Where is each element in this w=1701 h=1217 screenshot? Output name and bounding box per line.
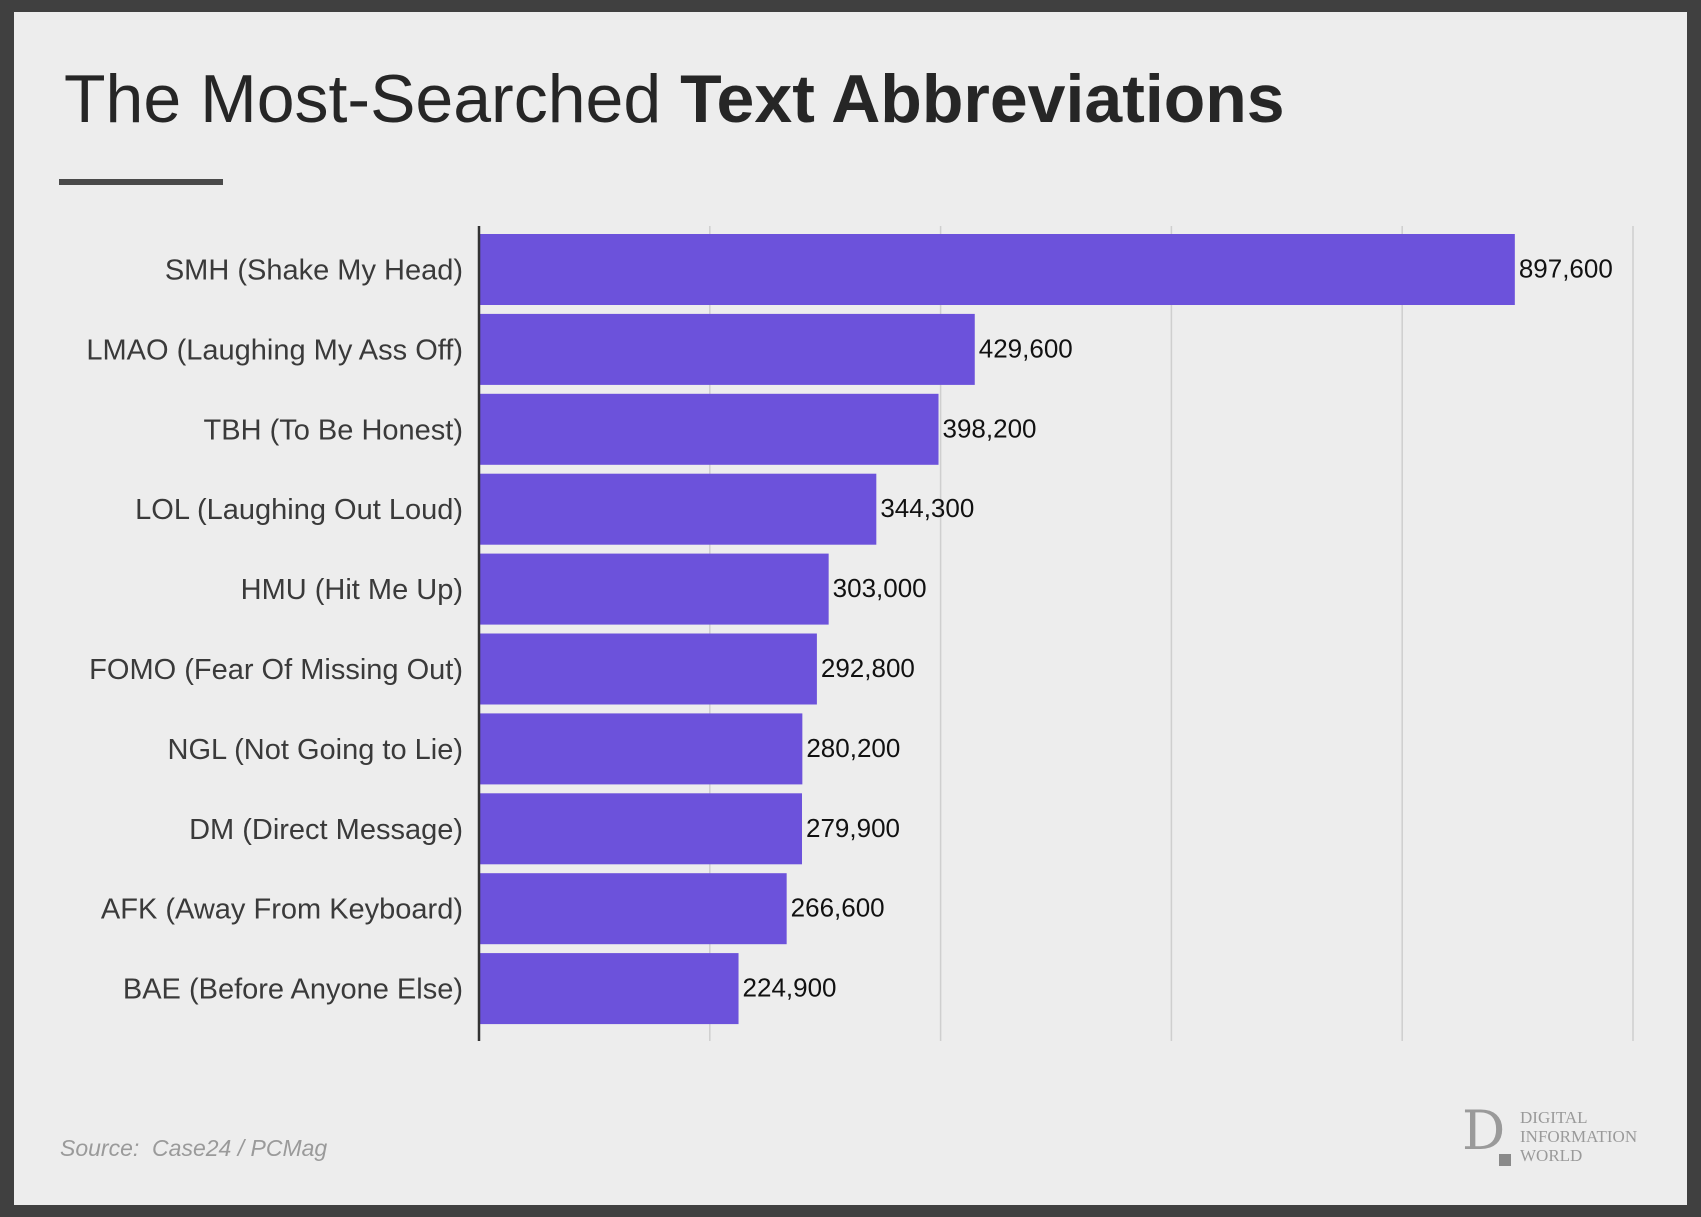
data-label: 344,300 <box>880 493 974 523</box>
bar-chart: SMH (Shake My Head) 897,600 LMAO (Laughing… <box>86 226 1634 1041</box>
category-label: HMU (Hit Me Up) <box>241 574 463 606</box>
category-label: LMAO (Laughing My Ass Off) <box>86 334 463 366</box>
category-label: NGL (Not Going to Lie) <box>168 734 464 766</box>
bar <box>479 313 975 385</box>
category-label: BAE (Before Anyone Else) <box>123 974 463 1006</box>
logo-line-2: INFORMATION <box>1520 1127 1638 1146</box>
data-label: 398,200 <box>943 413 1037 443</box>
bar <box>479 793 803 865</box>
logo-wordmark: DIGITAL INFORMATION WORLD <box>1520 1108 1637 1165</box>
bar <box>479 393 939 465</box>
bar <box>479 473 877 545</box>
source-note: Source: Case24 / PCMag <box>60 1135 328 1161</box>
logo-square-icon <box>1499 1154 1511 1166</box>
chart-title: The Most-Searched Text Abbreviations <box>64 60 1285 138</box>
category-label: LOL (Laughing Out Loud) <box>135 494 463 526</box>
bar <box>479 873 787 945</box>
data-label: 279,900 <box>806 813 900 843</box>
data-label: 224,900 <box>743 973 837 1003</box>
chart-title-bold: Text Abbreviations <box>680 61 1285 137</box>
data-label: 429,600 <box>979 333 1073 363</box>
category-label: SMH (Shake My Head) <box>165 255 463 287</box>
data-label: 897,600 <box>1519 254 1613 284</box>
data-label: 266,600 <box>791 893 885 923</box>
title-underline <box>59 179 223 185</box>
bar <box>479 234 1515 305</box>
logo-line-3: WORLD <box>1520 1146 1583 1165</box>
data-label: 280,200 <box>806 733 900 763</box>
chart-card: The Most-Searched Text Abbreviations SMH… <box>14 12 1687 1205</box>
category-label: FOMO (Fear Of Missing Out) <box>89 654 463 686</box>
category-label: DM (Direct Message) <box>189 814 463 846</box>
logo-line-1: DIGITAL <box>1520 1108 1588 1127</box>
bar <box>479 713 803 785</box>
bar <box>479 553 829 625</box>
brand-logo: D DIGITAL INFORMATION WORLD <box>1462 1104 1662 1174</box>
bar <box>479 953 739 1025</box>
category-label: TBH (To Be Honest) <box>204 414 463 446</box>
category-label: AFK (Away From Keyboard) <box>101 894 463 926</box>
chart-title-light: The Most-Searched <box>64 61 681 137</box>
bar <box>479 633 817 705</box>
data-label: 303,000 <box>833 573 927 603</box>
logo-letter: D <box>1462 1099 1506 1162</box>
data-label: 292,800 <box>821 653 915 683</box>
